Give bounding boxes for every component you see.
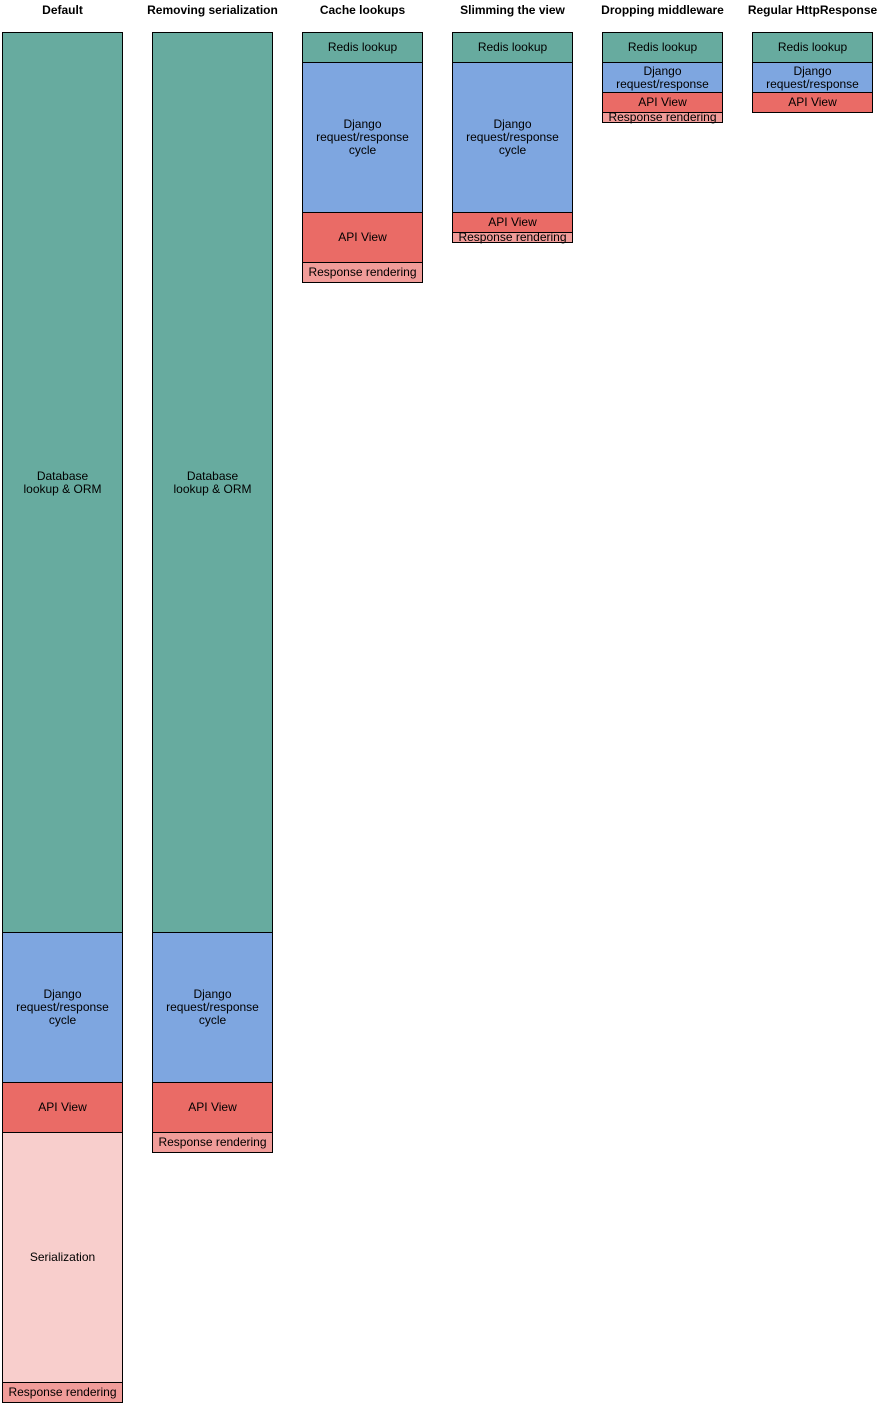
column-title-regular-httpresponse: Regular HttpResponse bbox=[747, 3, 878, 17]
segment-response-rendering-removing-serialization: Response rendering bbox=[152, 1132, 273, 1153]
segment-label: Django request/response cycle bbox=[466, 117, 559, 157]
segment-label: Redis lookup bbox=[327, 40, 398, 54]
segment-label: API View bbox=[188, 1100, 237, 1114]
segment-redis-lookup-dropping-middleware: Redis lookup bbox=[602, 32, 723, 63]
segment-label: Django request/response cycle bbox=[16, 987, 109, 1027]
segment-serialization-default: Serialization bbox=[2, 1132, 123, 1383]
column-title-slimming-the-view: Slimming the view bbox=[460, 3, 565, 17]
segment-label: Django request/response bbox=[616, 63, 709, 91]
column-title-default: Default bbox=[42, 3, 83, 17]
segment-label: API View bbox=[488, 215, 537, 229]
segment-django-request-response-cycle-removing-serialization: Django request/response cycle bbox=[152, 932, 273, 1083]
segment-response-rendering-default: Response rendering bbox=[2, 1382, 123, 1403]
segment-label: API View bbox=[788, 95, 837, 109]
segment-label: Serialization bbox=[29, 1250, 96, 1264]
segment-api-view-regular-httpresponse: API View bbox=[752, 92, 873, 113]
segment-redis-lookup-regular-httpresponse: Redis lookup bbox=[752, 32, 873, 63]
column-title-removing-serialization: Removing serialization bbox=[147, 3, 278, 17]
segment-redis-lookup-slimming-the-view: Redis lookup bbox=[452, 32, 573, 63]
segment-label: Redis lookup bbox=[477, 40, 548, 54]
segment-response-rendering-dropping-middleware: Response rendering bbox=[602, 110, 723, 124]
segment-redis-lookup-cache-lookups: Redis lookup bbox=[302, 32, 423, 63]
segment-label: API View bbox=[38, 1100, 87, 1114]
segment-label: Django request/response cycle bbox=[316, 117, 409, 157]
segment-label: Database lookup & ORM bbox=[23, 468, 102, 496]
segment-django-request-response-cycle-slimming-the-view: Django request/response cycle bbox=[452, 62, 573, 213]
segment-label: Database lookup & ORM bbox=[173, 468, 252, 496]
segment-label: API View bbox=[338, 230, 387, 244]
segment-api-view-default: API View bbox=[2, 1082, 123, 1133]
column-title-dropping-middleware: Dropping middleware bbox=[601, 3, 724, 17]
segment-label: Redis lookup bbox=[627, 40, 698, 54]
segment-api-view-cache-lookups: API View bbox=[302, 212, 423, 263]
segment-response-rendering-slimming-the-view: Response rendering bbox=[452, 230, 573, 244]
segment-api-view-removing-serialization: API View bbox=[152, 1082, 273, 1133]
segment-label: Response rendering bbox=[608, 110, 717, 124]
segment-label: Response rendering bbox=[158, 1135, 267, 1149]
segment-label: Response rendering bbox=[8, 1385, 117, 1399]
column-title-cache-lookups: Cache lookups bbox=[319, 3, 406, 17]
segment-label: API View bbox=[638, 95, 687, 109]
segment-label: Django request/response bbox=[766, 63, 859, 91]
segment-django-request-response-cycle-cache-lookups: Django request/response cycle bbox=[302, 62, 423, 213]
segment-database-lookup-orm-default: Database lookup & ORM bbox=[2, 32, 123, 933]
segment-django-request-response-cycle-regular-httpresponse: Django request/response bbox=[752, 62, 873, 93]
segment-label: Response rendering bbox=[308, 265, 417, 279]
segment-django-request-response-cycle-dropping-middleware: Django request/response bbox=[602, 62, 723, 93]
segment-response-rendering-cache-lookups: Response rendering bbox=[302, 262, 423, 283]
segment-label: Django request/response cycle bbox=[166, 987, 259, 1027]
segment-label: Redis lookup bbox=[777, 40, 848, 54]
segment-django-request-response-cycle-default: Django request/response cycle bbox=[2, 932, 123, 1083]
segment-label: Response rendering bbox=[458, 230, 567, 244]
segment-database-lookup-orm-removing-serialization: Database lookup & ORM bbox=[152, 32, 273, 933]
